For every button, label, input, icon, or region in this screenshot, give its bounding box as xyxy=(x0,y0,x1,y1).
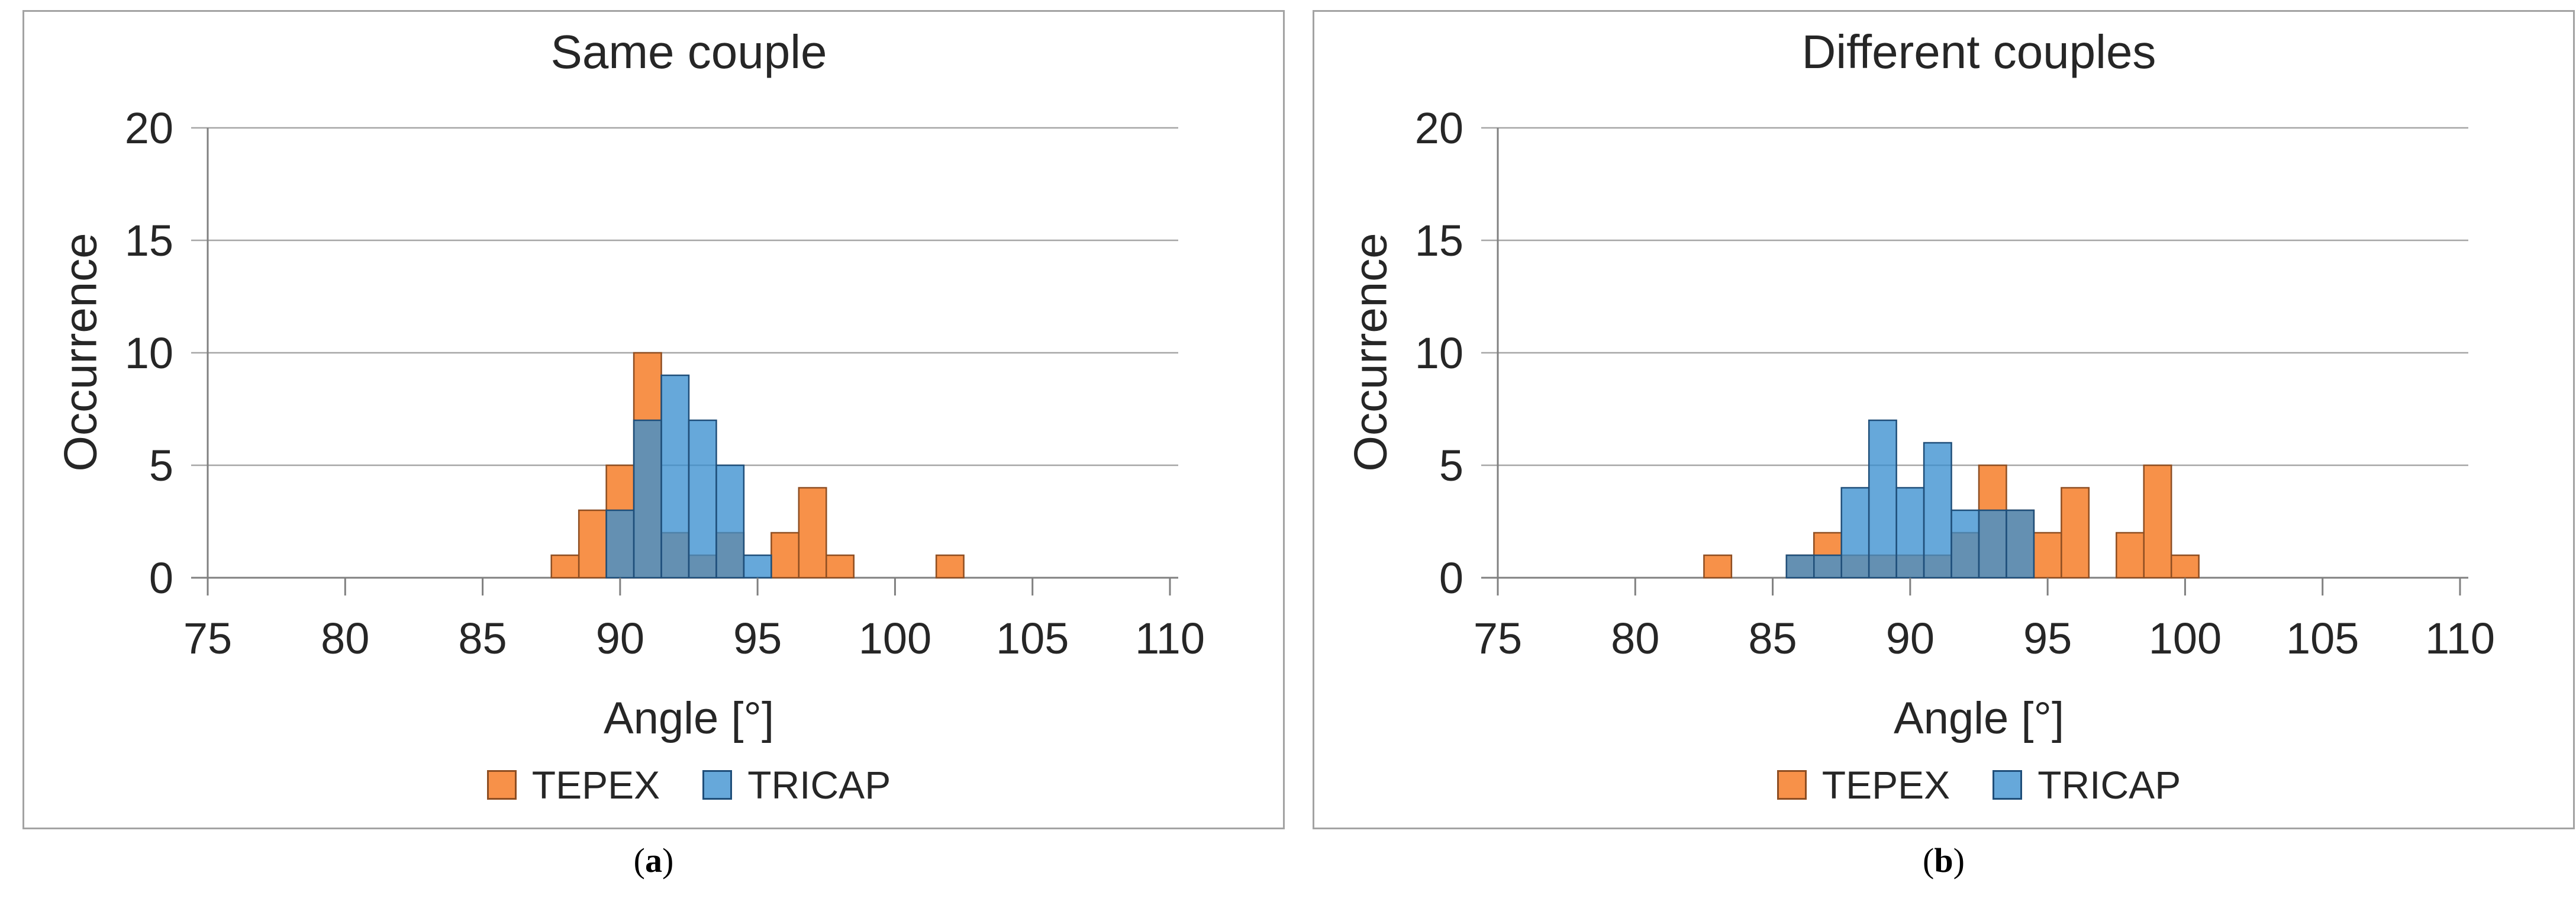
bar-tepex-98 xyxy=(2116,532,2145,579)
legend-label: TEPEX xyxy=(1821,763,1950,807)
chart-title: Same couple xyxy=(550,25,827,78)
x-tick-label: 105 xyxy=(996,614,1069,663)
bar-tricap-93 xyxy=(688,419,717,579)
bar-tricap-91 xyxy=(633,419,662,579)
y-tick-label: 15 xyxy=(125,216,173,265)
y-tick-label: 5 xyxy=(1439,441,1463,490)
bar-tepex-83 xyxy=(1703,554,1733,579)
y-tick-label: 20 xyxy=(1415,104,1463,153)
legend-item-tricap: TRICAP xyxy=(702,762,891,807)
legend-item-tepex: TEPEX xyxy=(486,762,660,807)
bar-tepex-102 xyxy=(935,554,965,579)
x-tick-label: 110 xyxy=(1135,614,1205,663)
bar-tepex-95 xyxy=(2033,532,2062,579)
chart-panel-a: Same couple Occurrence 75 80 85 90 95 100 105 1… xyxy=(22,10,1285,829)
bar-tricap-90 xyxy=(605,509,635,579)
chart-title: Different couples xyxy=(1801,25,2156,78)
bar-tepex-97 xyxy=(798,487,827,579)
x-tick-label: 90 xyxy=(596,614,644,663)
bar-tricap-92 xyxy=(660,374,690,579)
caption-a: (a) xyxy=(633,841,674,880)
x-tick-label: 105 xyxy=(2286,614,2359,663)
x-tick-label: 100 xyxy=(859,614,931,663)
y-tick-label: 10 xyxy=(125,329,173,378)
bar-tricap-94 xyxy=(2006,509,2035,579)
bar-tricap-95 xyxy=(743,554,772,579)
chart-panel-b: Different couples Occurrence 75 80 85 90 95 1… xyxy=(1313,10,2575,829)
y-tick-label: 0 xyxy=(149,553,173,603)
legend: TEPEX TRICAP xyxy=(1498,762,2460,807)
x-tick-label: 80 xyxy=(321,614,369,663)
bar-tricap-86 xyxy=(1785,554,1815,579)
plot-area: 75 80 85 90 95 100 105 110 0 5 10 15 20 xyxy=(1415,104,2495,663)
plot-area: 75 80 85 90 95 100 105 110 0 5 10 15 20 xyxy=(125,104,1205,663)
x-axis-title: Angle [°] xyxy=(1893,693,2065,743)
bar-tepex-89 xyxy=(578,509,607,579)
tricap-swatch-icon xyxy=(702,770,733,800)
legend-label: TRICAP xyxy=(747,763,891,807)
x-tick-label: 80 xyxy=(1611,614,1659,663)
bar-tricap-88 xyxy=(1840,487,1870,579)
y-tick-label: 0 xyxy=(1439,553,1463,603)
tepex-swatch-icon xyxy=(1777,770,1807,800)
x-tick-label: 90 xyxy=(1886,614,1935,663)
bar-tepex-100 xyxy=(2170,554,2200,579)
bar-tricap-93 xyxy=(1978,509,2007,579)
bar-tepex-99 xyxy=(2143,464,2172,579)
x-tick-label: 95 xyxy=(733,614,782,663)
x-tick-label: 85 xyxy=(458,614,507,663)
legend-item-tricap: TRICAP xyxy=(1993,762,2181,807)
y-tick-label: 10 xyxy=(1415,329,1463,378)
x-tick-label: 100 xyxy=(2149,614,2222,663)
bar-tepex-96 xyxy=(770,532,800,579)
y-tick-label: 20 xyxy=(125,104,173,153)
x-tick-label: 75 xyxy=(183,614,232,663)
legend-label: TEPEX xyxy=(531,763,660,807)
bar-tricap-87 xyxy=(1813,554,1842,579)
x-tick-label: 95 xyxy=(2023,614,2072,663)
caption-b: (b) xyxy=(1923,841,1965,880)
x-axis-title: Angle [°] xyxy=(603,693,775,743)
bar-tricap-90 xyxy=(1895,487,1925,579)
bar-tepex-88 xyxy=(550,554,580,579)
legend-label: TRICAP xyxy=(2037,763,2181,807)
y-tick-label: 5 xyxy=(149,441,173,490)
bar-tricap-91 xyxy=(1923,442,1952,579)
tepex-swatch-icon xyxy=(486,770,517,800)
legend-item-tepex: TEPEX xyxy=(1777,762,1950,807)
x-tick-label: 75 xyxy=(1474,614,1522,663)
legend: TEPEX TRICAP xyxy=(208,762,1170,807)
y-tick-label: 15 xyxy=(1415,216,1463,265)
x-tick-label: 110 xyxy=(2425,614,2495,663)
bar-tepex-96 xyxy=(2061,487,2090,579)
x-tick-label: 85 xyxy=(1748,614,1797,663)
bar-tepex-98 xyxy=(826,554,855,579)
bar-tricap-92 xyxy=(1950,509,1980,579)
bar-tricap-94 xyxy=(715,464,745,579)
tricap-swatch-icon xyxy=(1993,770,2023,800)
bar-tricap-89 xyxy=(1868,419,1897,579)
